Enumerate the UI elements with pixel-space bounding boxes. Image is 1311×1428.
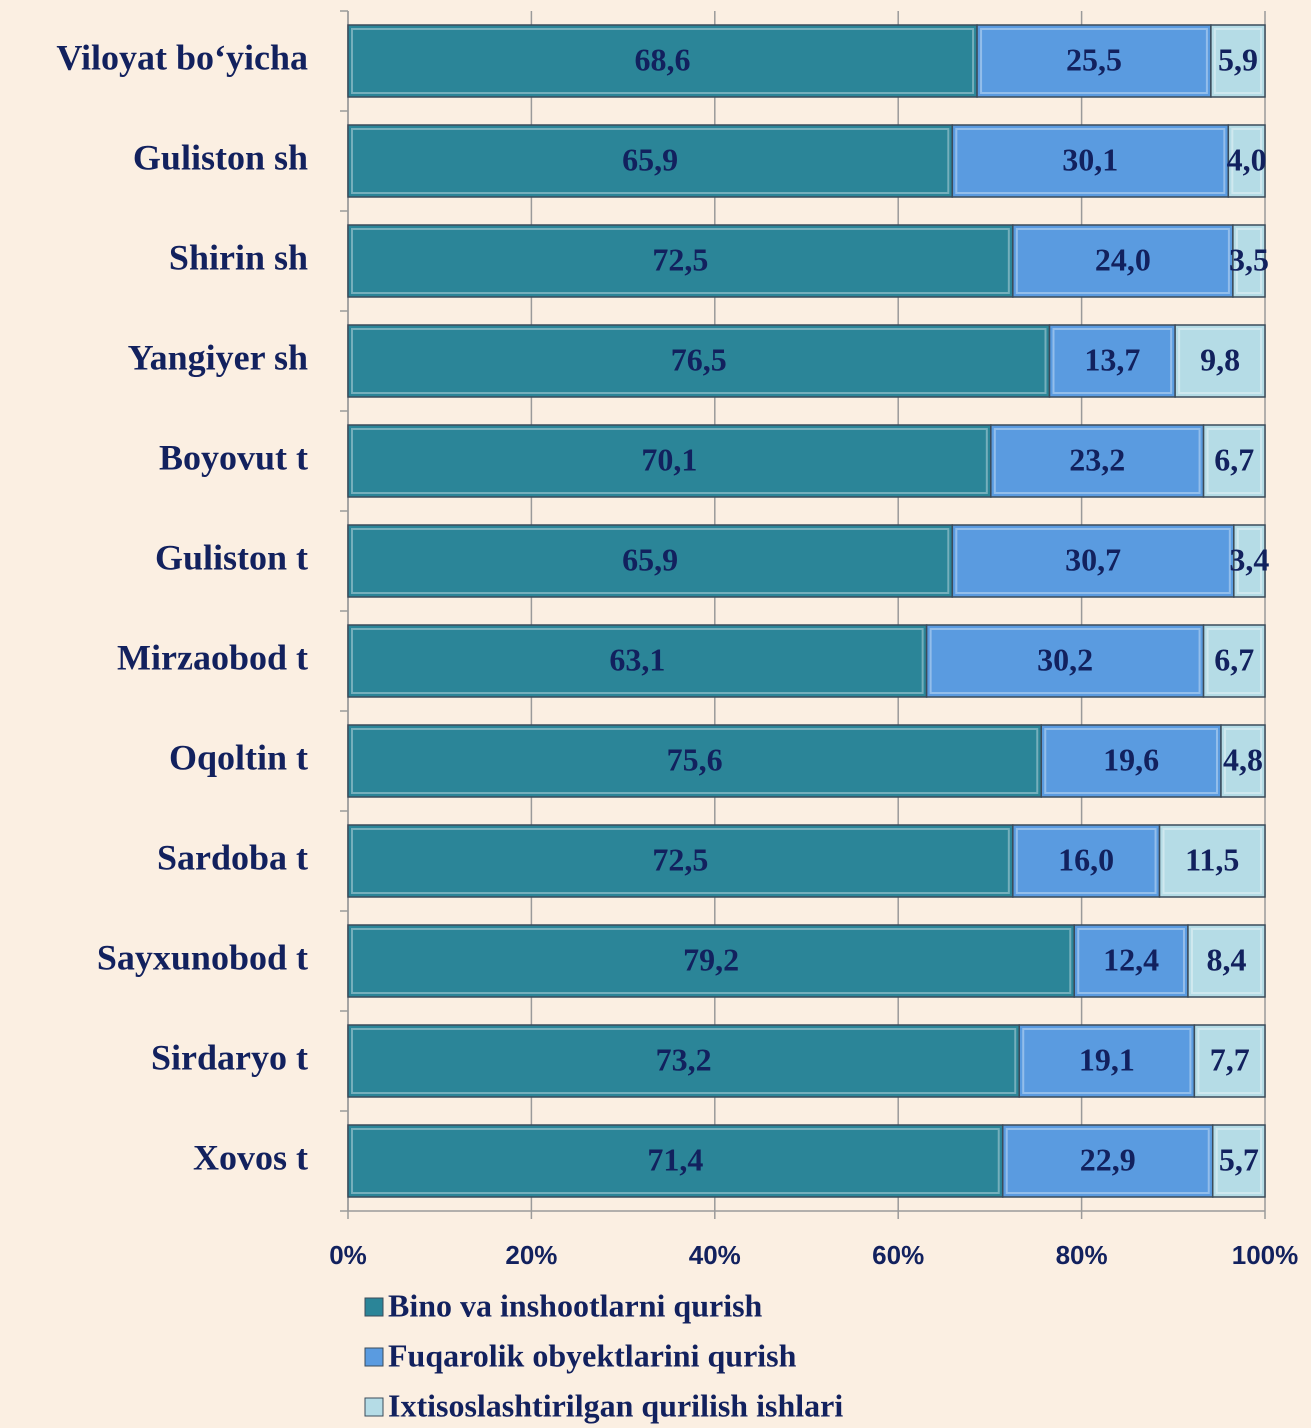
value-label: 12,4 [1103, 941, 1159, 977]
chart: 0% 20% 40% 60% 80% 100% Viloyat bo‘yicha 68,6 25… [0, 0, 1311, 1428]
category-label: Mirzaobod t [117, 637, 308, 677]
value-label: 73,2 [656, 1041, 712, 1077]
category-label: Sardoba t [157, 837, 308, 877]
value-label: 13,7 [1084, 341, 1140, 377]
category-label: Shirin sh [169, 237, 308, 277]
x-tick-label: 40% [689, 1240, 741, 1270]
value-label: 3,5 [1229, 241, 1269, 277]
value-label: 9,8 [1200, 341, 1240, 377]
value-label: 11,5 [1185, 841, 1239, 877]
category-label: Guliston t [155, 537, 308, 577]
value-label: 22,9 [1080, 1141, 1136, 1177]
value-label: 63,1 [609, 641, 665, 677]
value-label: 65,9 [622, 141, 678, 177]
value-label: 19,6 [1103, 741, 1159, 777]
x-tick-label: 100% [1232, 1240, 1299, 1270]
value-label: 3,4 [1229, 541, 1269, 577]
value-label: 19,1 [1079, 1041, 1135, 1077]
value-label: 23,2 [1069, 441, 1125, 477]
value-label: 6,7 [1214, 441, 1254, 477]
value-label: 65,9 [622, 541, 678, 577]
value-label: 7,7 [1210, 1041, 1250, 1077]
value-label: 16,0 [1058, 841, 1114, 877]
category-label: Yangiyer sh [128, 337, 308, 377]
value-label: 5,7 [1219, 1141, 1259, 1177]
value-label: 76,5 [671, 341, 727, 377]
value-label: 4,8 [1223, 741, 1263, 777]
legend-swatch [365, 1398, 383, 1416]
x-tick-label: 0% [329, 1240, 367, 1270]
category-label: Xovos t [193, 1137, 308, 1177]
value-label: 30,1 [1062, 141, 1118, 177]
category-label: Viloyat bo‘yicha [56, 37, 308, 77]
value-label: 70,1 [641, 441, 697, 477]
value-label: 30,2 [1037, 641, 1093, 677]
legend-label: Ixtisoslashtirilgan qurilish ishlari [388, 1387, 843, 1423]
value-label: 4,0 [1227, 141, 1267, 177]
value-label: 79,2 [683, 941, 739, 977]
value-label: 71,4 [647, 1141, 703, 1177]
value-label: 25,5 [1066, 41, 1122, 77]
legend-swatch [365, 1298, 383, 1316]
category-label: Oqoltin t [169, 737, 308, 777]
x-tick-label: 20% [505, 1240, 557, 1270]
category-label: Sirdaryo t [151, 1037, 308, 1077]
value-label: 30,7 [1065, 541, 1121, 577]
value-label: 5,9 [1218, 41, 1258, 77]
value-label: 72,5 [652, 241, 708, 277]
category-label: Guliston sh [133, 137, 308, 177]
value-label: 68,6 [635, 41, 691, 77]
x-tick-label: 60% [872, 1240, 924, 1270]
value-label: 24,0 [1095, 241, 1151, 277]
legend-swatch [365, 1348, 383, 1366]
value-label: 8,4 [1206, 941, 1246, 977]
category-label: Boyovut t [159, 437, 308, 477]
value-label: 6,7 [1214, 641, 1254, 677]
value-label: 75,6 [667, 741, 723, 777]
value-label: 72,5 [652, 841, 708, 877]
category-label: Sayxunobod t [97, 937, 308, 977]
legend-label: Bino va inshootlarni qurish [388, 1287, 763, 1323]
legend-label: Fuqarolik obyektlarini qurish [388, 1337, 797, 1373]
x-tick-label: 80% [1056, 1240, 1108, 1270]
